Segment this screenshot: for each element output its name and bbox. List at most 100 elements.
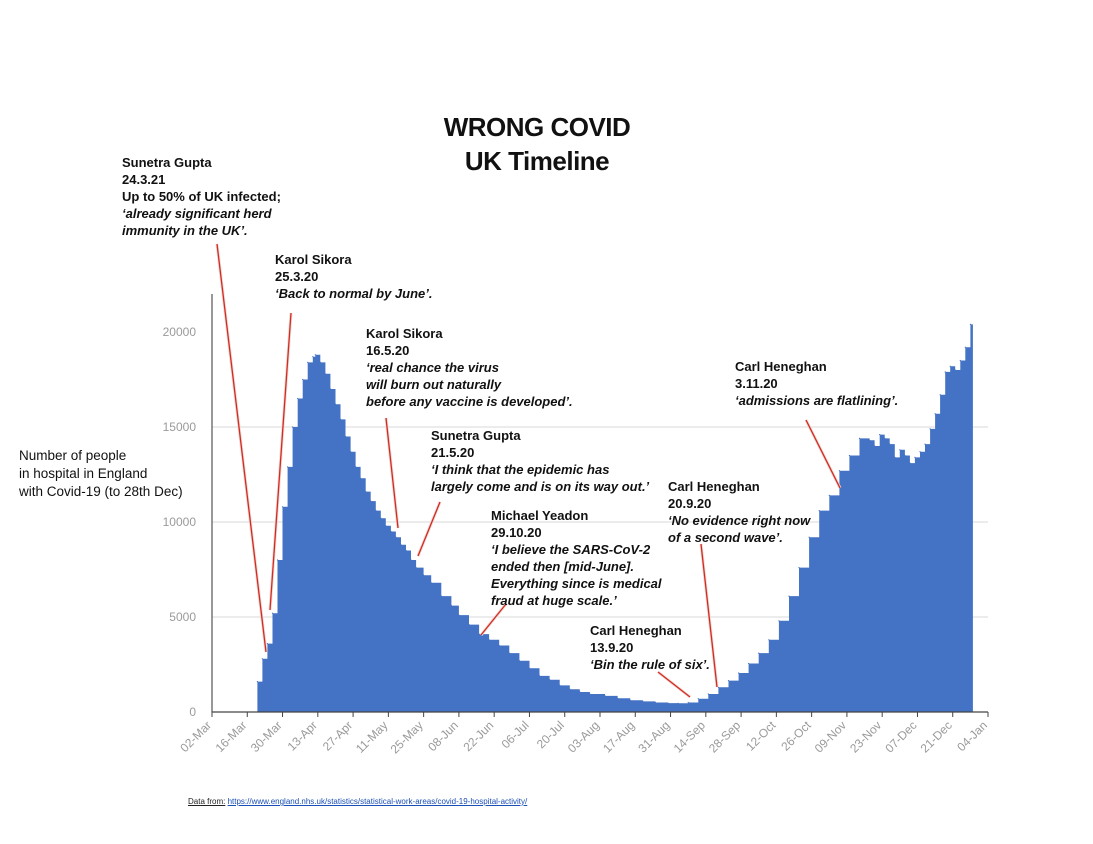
annotation-line: 21.5.20 <box>431 445 475 460</box>
data-point <box>319 361 321 363</box>
annotation-pointer <box>805 419 841 489</box>
data-point <box>281 506 284 508</box>
data-point <box>430 582 432 584</box>
data-point <box>894 456 896 458</box>
x-tick-label: 12-Oct <box>743 718 779 754</box>
x-tick-label: 02-Mar <box>177 718 214 755</box>
data-point <box>677 702 679 704</box>
data-point <box>874 445 876 447</box>
data-point <box>914 456 916 458</box>
annotation-line: Carl Heneghan <box>735 359 827 374</box>
data-point <box>256 681 258 683</box>
data-point <box>717 686 720 688</box>
annotation-pointer <box>657 671 691 698</box>
data-point <box>589 693 591 695</box>
y-tick-label: 5000 <box>169 610 196 624</box>
x-tick-label: 11-May <box>353 718 391 756</box>
data-point <box>508 652 510 654</box>
annotation-line: before any vaccine is developed’. <box>366 394 573 409</box>
y-tick-label: 0 <box>189 705 196 719</box>
data-point <box>538 675 541 677</box>
data-point <box>569 688 571 690</box>
annotation-line: Karol Sikora <box>275 252 352 267</box>
annotation-line: ‘Back to normal by June’. <box>275 286 433 301</box>
data-point <box>889 443 891 445</box>
data-point <box>292 426 294 428</box>
data-point <box>949 365 951 367</box>
annotation-line: Sunetra Gupta <box>431 428 521 443</box>
y-axis-label: Number of people in hospital in England … <box>19 447 209 501</box>
data-point <box>969 323 972 325</box>
data-point <box>370 500 372 502</box>
data-point <box>904 454 906 457</box>
data-source-link[interactable]: https://www.england.nhs.uk/statistics/st… <box>227 797 528 806</box>
data-point <box>964 346 966 348</box>
annotation-gupta2: Sunetra Gupta 21.5.20 ‘I think that the ep… <box>431 427 649 495</box>
data-point <box>423 574 425 576</box>
y-tick-label: 10000 <box>163 515 197 529</box>
data-point <box>350 451 352 453</box>
annotation-line: Karol Sikora <box>366 326 443 341</box>
x-tick-label: 30-Mar <box>248 718 285 755</box>
data-point <box>312 356 314 358</box>
data-point <box>818 510 820 512</box>
data-point <box>559 684 561 687</box>
annotation-sikora1: Karol Sikora 25.3.20 ‘Back to normal by Ju… <box>275 251 433 302</box>
data-point <box>929 428 931 430</box>
data-point <box>858 437 861 439</box>
data-point <box>848 454 851 457</box>
data-point <box>410 559 412 561</box>
y-tick-label: 20000 <box>163 325 197 339</box>
annotation-line: Sunetra Gupta <box>122 155 212 170</box>
annotation-pointer <box>417 501 441 557</box>
annotation-line: 3.11.20 <box>735 376 778 391</box>
data-point <box>375 510 377 512</box>
data-point <box>287 466 289 468</box>
chart-title-line-2: UK Timeline <box>464 146 610 176</box>
data-point <box>390 530 392 533</box>
data-point <box>604 695 606 697</box>
data-point <box>642 700 644 703</box>
data-point <box>768 639 770 641</box>
annotation-line: immunity in the UK’. <box>122 223 248 238</box>
data-point <box>934 413 936 415</box>
x-tick-label: 25-May <box>388 718 426 756</box>
x-tick-label: 06-Jul <box>499 718 532 751</box>
annotation-line: ‘I think that the epidemic has <box>431 462 610 477</box>
data-point <box>528 667 531 669</box>
annotation-sikora2: Karol Sikora 16.5.20 ‘real chance the viru… <box>366 325 573 410</box>
annotation-line: 13.9.20 <box>590 640 634 655</box>
annotation-line: 25.3.20 <box>275 269 319 284</box>
annotation-line: Carl Heneghan <box>668 479 760 494</box>
annotation-line: 16.5.20 <box>366 343 410 358</box>
annotation-line: ‘Bin the rule of six’. <box>590 657 710 672</box>
data-point <box>798 567 800 569</box>
data-source: Data from: https://www.england.nhs.uk/st… <box>188 797 527 806</box>
data-point <box>360 477 362 479</box>
data-point <box>297 397 299 400</box>
data-point <box>808 536 810 538</box>
x-tick-label: 13-Apr <box>285 718 320 753</box>
y-axis-label-line-1: Number of people <box>19 448 127 463</box>
data-point <box>939 394 941 396</box>
data-point <box>758 652 760 654</box>
data-point <box>748 662 750 665</box>
x-tick-label: 28-Sep <box>706 718 743 755</box>
data-point <box>478 633 480 635</box>
annotation-line: Michael Yeadon <box>491 508 589 523</box>
annotation-line: 20.9.20 <box>668 496 712 511</box>
annotation-line: largely come and is on its way out.’ <box>431 479 650 494</box>
data-point <box>400 544 402 546</box>
annotation-pointer <box>216 243 267 653</box>
data-point <box>344 435 347 438</box>
data-point <box>959 359 961 362</box>
chart-title-line-1: WRONG COVID <box>443 112 631 142</box>
data-point <box>579 691 581 693</box>
y-axis-label-line-3: with Covid-19 (to 28th Dec) <box>19 484 183 499</box>
annotation-line: will burn out naturally <box>366 377 502 392</box>
data-point <box>667 702 669 704</box>
data-point <box>899 449 901 451</box>
x-tick-label: 03-Aug <box>565 718 602 755</box>
x-tick-label: 07-Dec <box>882 718 919 755</box>
